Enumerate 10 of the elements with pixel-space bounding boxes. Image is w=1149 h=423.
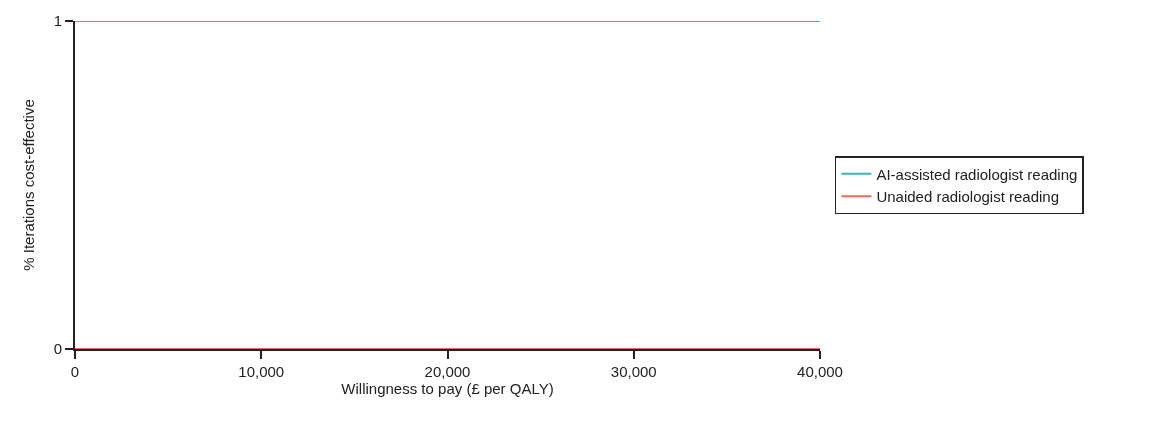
x-tick-label: 0 (70, 363, 80, 380)
x-axis-title: Willingness to pay (£ per QALY) (341, 380, 554, 397)
x-tick-label: 20,000 (424, 363, 471, 380)
y-axis-title: % Iterations cost-effective (20, 99, 38, 271)
y-tick-label: 1 (53, 12, 62, 30)
legend-label: AI-assisted radiologist reading (876, 165, 1078, 183)
x-tick-label: 10,000 (238, 363, 285, 380)
x-tick-label: 40,000 (797, 363, 843, 380)
x-tick-label: 30,000 (610, 363, 657, 380)
legend-label: Unaided radiologist reading (876, 188, 1060, 206)
